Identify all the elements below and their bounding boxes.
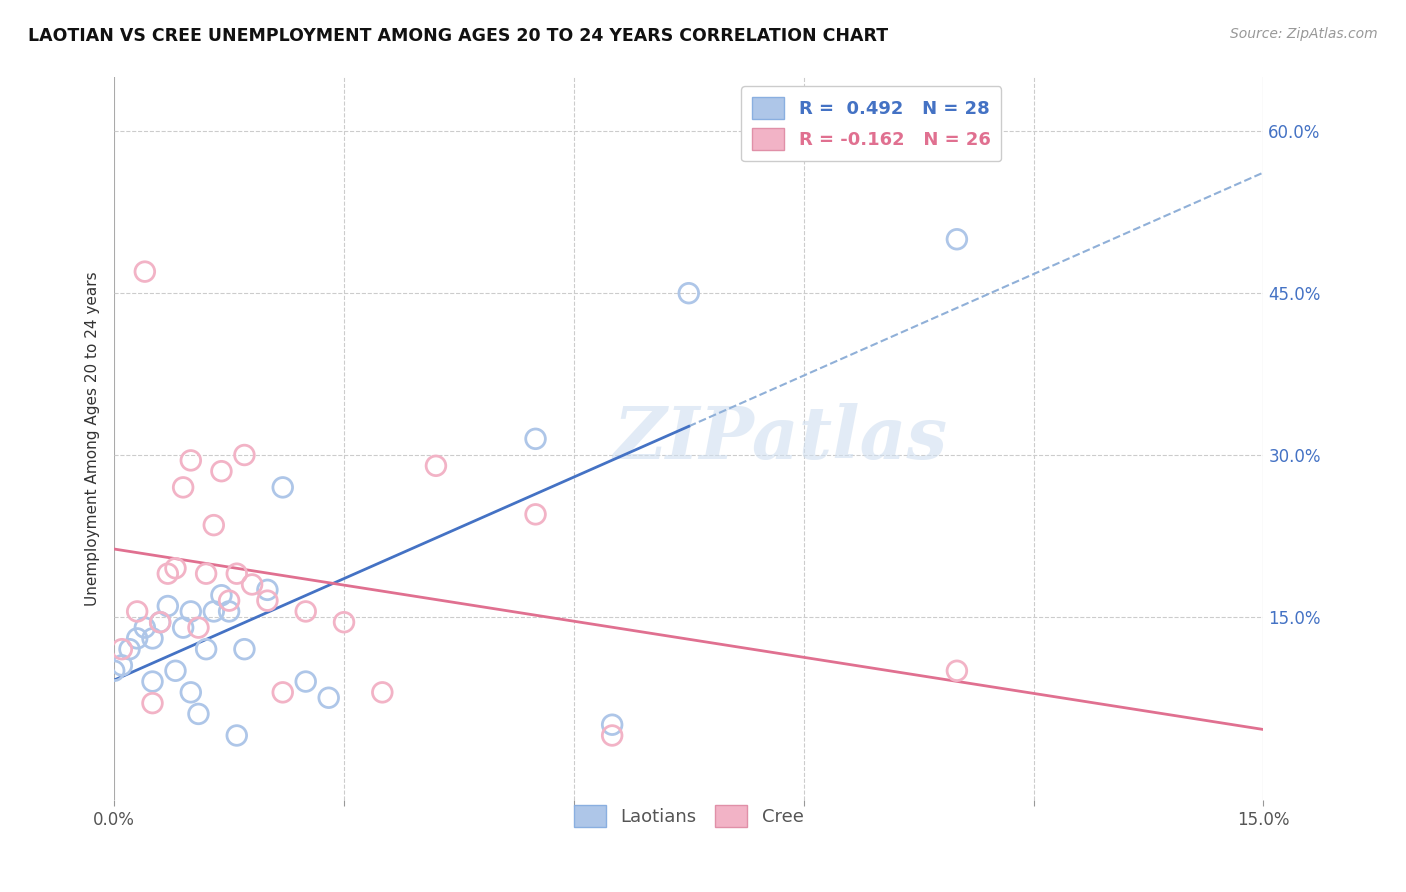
Point (218, 604, 240, 618)
Point (202, 518, 225, 533)
Point (233, 448, 256, 462)
Text: Source: ZipAtlas.com: Source: ZipAtlas.com (1230, 27, 1378, 41)
Point (318, 690, 340, 705)
Point (180, 685, 202, 699)
Point (118, 642, 141, 657)
Point (195, 566, 218, 581)
Point (165, 664, 187, 678)
Point (180, 453, 202, 467)
Point (524, 508, 547, 522)
Point (218, 593, 240, 607)
Point (946, 664, 969, 678)
Point (371, 685, 394, 699)
Text: ZIPatlas: ZIPatlas (613, 403, 948, 475)
Point (134, 621, 156, 635)
Text: LAOTIAN VS CREE UNEMPLOYMENT AMONG AGES 20 TO 24 YEARS CORRELATION CHART: LAOTIAN VS CREE UNEMPLOYMENT AMONG AGES … (28, 27, 889, 45)
Point (134, 265, 156, 279)
Point (187, 621, 209, 635)
Point (172, 480, 194, 494)
Point (524, 432, 547, 446)
Point (180, 604, 202, 618)
Point (127, 632, 149, 646)
Point (172, 621, 194, 635)
Point (141, 674, 163, 689)
Point (149, 615, 172, 630)
Point (678, 286, 700, 301)
Point (141, 632, 163, 646)
Legend: Laotians, Cree: Laotians, Cree (567, 798, 811, 835)
Point (271, 685, 294, 699)
Point (271, 480, 294, 494)
Point (225, 566, 247, 581)
Point (209, 588, 232, 602)
Point (187, 706, 209, 721)
Point (256, 593, 278, 607)
Point (202, 604, 225, 618)
Point (600, 717, 623, 731)
Point (209, 464, 232, 478)
Point (256, 582, 278, 597)
Point (156, 566, 179, 581)
Point (165, 561, 187, 575)
Point (946, 232, 969, 246)
Point (240, 577, 263, 591)
Point (149, 615, 172, 630)
Y-axis label: Unemployment Among Ages 20 to 24 years: Unemployment Among Ages 20 to 24 years (86, 271, 100, 607)
Point (111, 658, 134, 673)
Point (233, 642, 256, 657)
Point (103, 664, 125, 678)
Point (127, 604, 149, 618)
Point (195, 642, 218, 657)
Point (425, 458, 447, 473)
Point (294, 674, 316, 689)
Point (333, 615, 356, 630)
Point (294, 604, 316, 618)
Point (600, 729, 623, 743)
Point (141, 696, 163, 710)
Point (156, 599, 179, 613)
Point (111, 642, 134, 657)
Point (225, 729, 247, 743)
